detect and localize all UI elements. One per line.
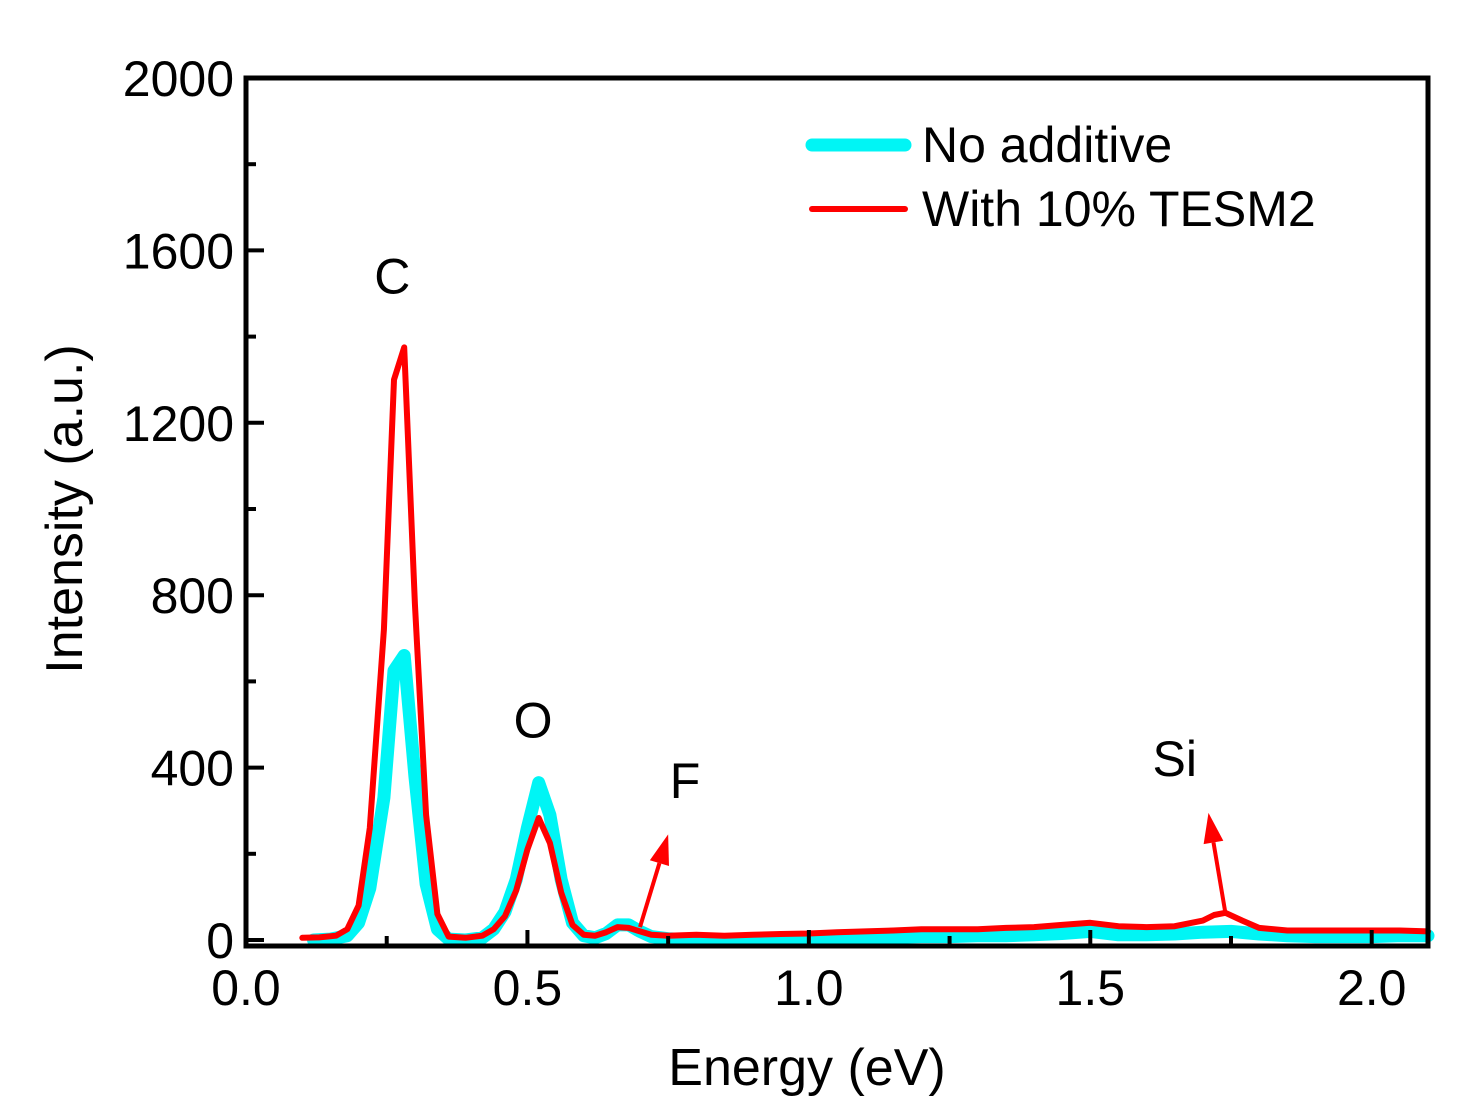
series-line-no-additive <box>307 649 1435 947</box>
x-tick-label: 2.0 <box>1337 960 1407 1016</box>
y-tick-label: 800 <box>151 568 234 624</box>
legend-label-with-tesm2: With 10% TESM2 <box>922 181 1316 237</box>
y-tick-label: 1200 <box>123 396 234 452</box>
annotation-si: Si <box>1152 731 1196 787</box>
x-tick-label: 1.0 <box>774 960 844 1016</box>
legend-label-no-additive: No additive <box>922 117 1172 173</box>
plot-frame <box>243 75 1431 949</box>
x-axis-title: Energy (eV) <box>668 1039 945 1097</box>
annotation-f: F <box>670 753 701 809</box>
y-tick-label: 0 <box>206 913 234 969</box>
arrow-si-head <box>1203 812 1224 845</box>
x-tick-label: 1.5 <box>1056 960 1126 1016</box>
label-layer: 0.0 0.5 1.0 1.5 2.0 0 400 800 1200 1600 2000 C O F Si <box>123 51 1407 1016</box>
y-axis-title: Intensity (a.u.) <box>36 344 94 673</box>
y-tick-label: 2000 <box>123 51 234 107</box>
series-layer <box>299 344 1435 947</box>
x-tick-label: 0.0 <box>211 960 281 1016</box>
series-line-with-10-tesm2 <box>299 344 1431 941</box>
arrow-layer <box>638 812 1228 928</box>
y-tick-label: 400 <box>151 741 234 797</box>
legend: No additive With 10% TESM2 <box>805 117 1316 237</box>
tick-layer <box>244 76 1374 946</box>
arrow-f-head <box>649 834 669 867</box>
annotation-c: C <box>374 249 410 305</box>
arrow-si-shaft <box>1211 842 1228 914</box>
annotation-o: O <box>514 692 553 748</box>
y-tick-label: 1600 <box>123 223 234 279</box>
arrow-f-shaft <box>638 862 662 928</box>
x-tick-label: 0.5 <box>493 960 563 1016</box>
